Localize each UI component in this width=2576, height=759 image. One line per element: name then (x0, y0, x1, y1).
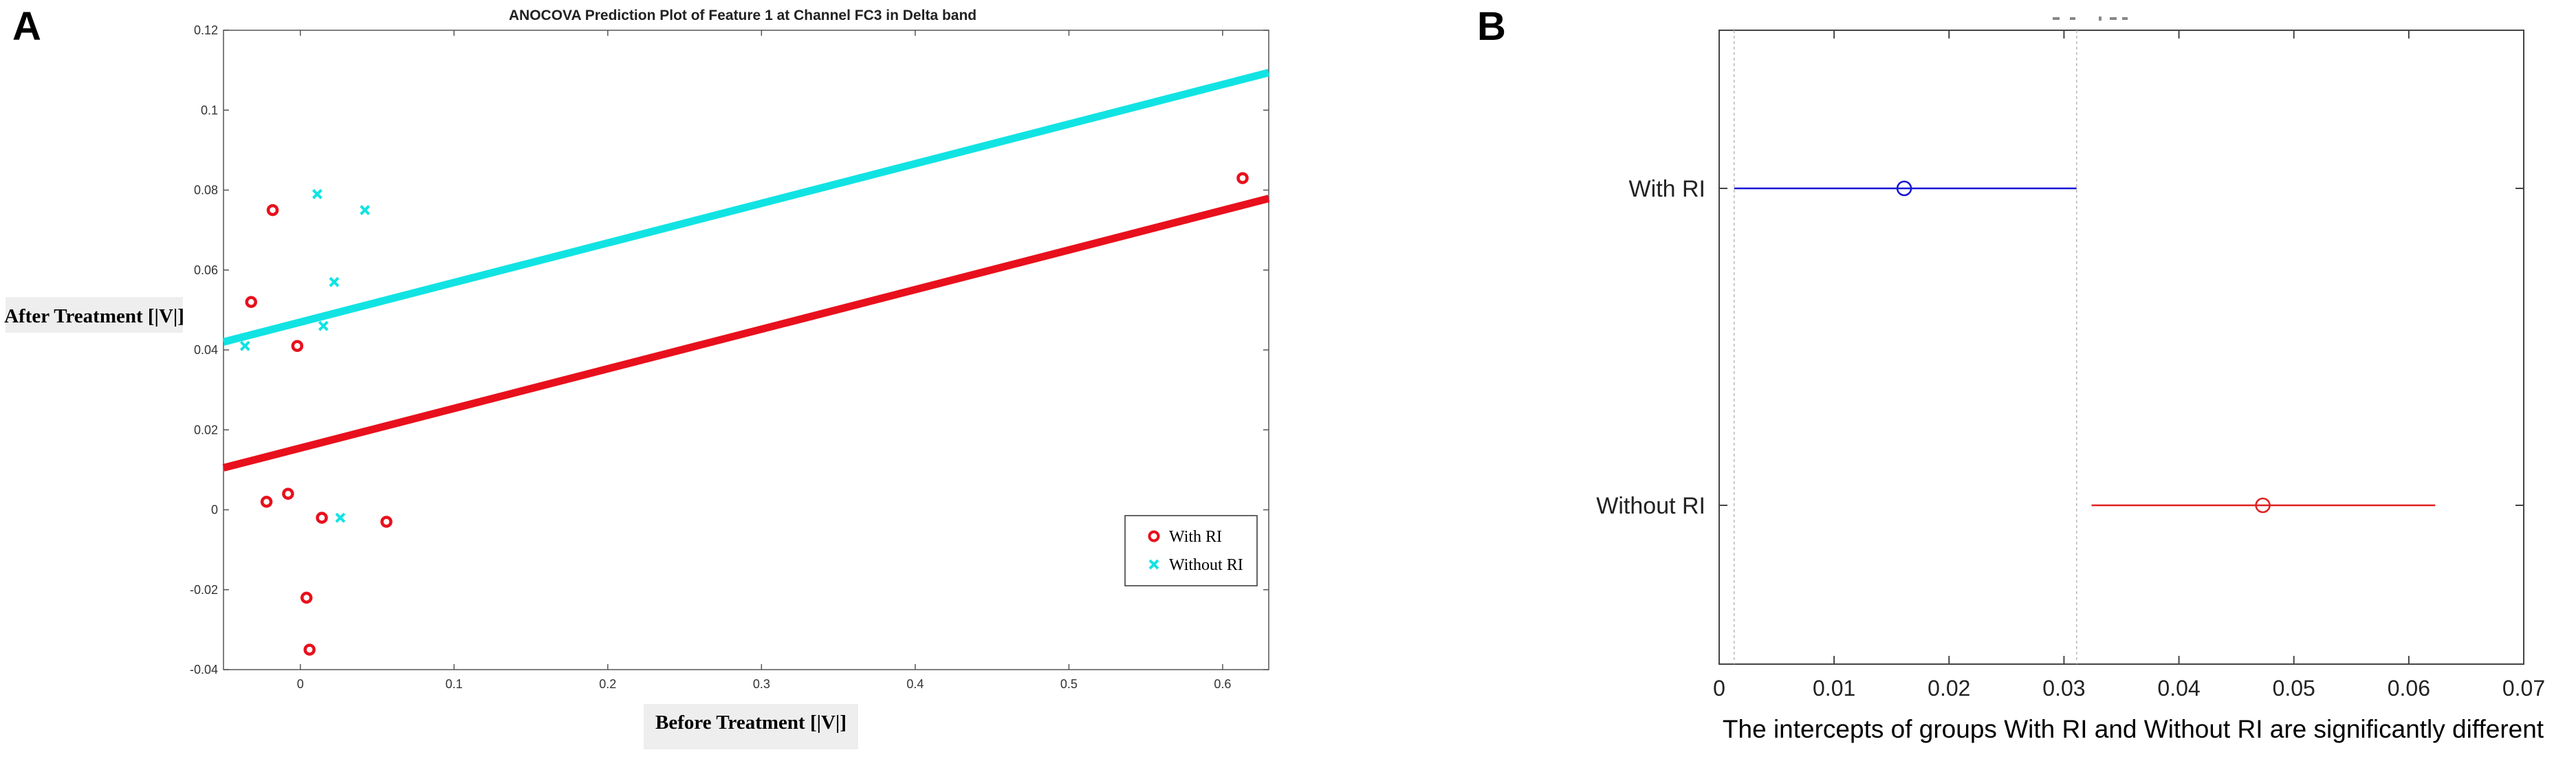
point-with-ri (380, 516, 393, 528)
legend-with-ri-marker (1148, 530, 1160, 542)
chart-b-category-label: Without RI (1596, 493, 1705, 519)
chart-a-ylabel: After Treatment [|V|] (4, 305, 184, 327)
chart-b-category-label: With RI (1629, 176, 1705, 202)
chart-a-xlabel-box (644, 704, 858, 749)
chart-a-legend: With RI Without RI (1124, 515, 1258, 586)
chart-a-xlabel: Before Treatment [|V|] (655, 712, 847, 734)
point-with-ri (266, 204, 279, 217)
estimate-without-ri (2255, 497, 2271, 514)
chart-b-ticks: 0 0.01 0.02 0.03 0.04 0.05 0.06 0.07 With RI With… (1596, 30, 2545, 701)
panel-a-label: A (12, 4, 41, 49)
chart-a-legend-box (1124, 515, 1258, 586)
chart-a-xtick-label: 0.2 (599, 677, 616, 691)
chart-a-xtick-label: 0.4 (906, 677, 924, 691)
legend-without-ri-label: Without RI (1169, 556, 1243, 574)
point-without-ri (335, 512, 346, 523)
chart-a-points (239, 172, 1249, 656)
chart-b-reference-lines (1733, 30, 2077, 664)
chart-b-intervals (1734, 180, 2436, 514)
point-with-ri (1236, 172, 1249, 184)
chart-b-xtick-label: 0 (1713, 676, 1725, 701)
point-without-ri (312, 188, 323, 199)
chart-a-title: ANOCOVA Prediction Plot of Feature 1 at … (509, 8, 976, 23)
chart-a-xtick-label: 0.6 (1214, 677, 1231, 691)
point-with-ri (282, 487, 294, 500)
chart-a-ytick-label: 0.06 (194, 263, 218, 277)
chart-a-ytick-label: 0.08 (194, 184, 218, 197)
fit-line-without-ri (222, 69, 1270, 346)
point-with-ri (300, 591, 313, 604)
panel-b-label: B (1477, 4, 1506, 49)
chart-a-xtick-label: 0.1 (446, 677, 463, 691)
point-without-ri (360, 205, 371, 215)
chart-a-fit-lines (222, 69, 1270, 472)
point-with-ri (260, 496, 273, 508)
point-with-ri (245, 296, 257, 308)
panel-b-chart: 0 0.01 0.02 0.03 0.04 0.05 0.06 0.07 With RI With… (1596, 16, 2545, 743)
chart-b-xtick-label: 0.06 (2388, 676, 2430, 701)
chart-b-xtick-label: 0.07 (2502, 676, 2545, 701)
chart-b-xlabel: The intercepts of groups With RI and Wit… (1723, 715, 2544, 743)
chart-a-ytick-label: 0.04 (194, 343, 218, 357)
chart-b-xtick-label: 0.05 (2273, 676, 2315, 701)
point-without-ri (329, 276, 340, 287)
legend-with-ri-label: With RI (1169, 528, 1222, 546)
chart-a-xtick-label: 0 (297, 677, 304, 691)
point-without-ri (239, 340, 250, 351)
chart-a-ytick-label: 0.12 (194, 23, 218, 37)
chart-a-plot-area (223, 30, 1269, 670)
chart-b-plot-area (1718, 30, 2524, 665)
chart-b-xtick-label: 0.03 (2042, 676, 2085, 701)
chart-b-xtick-label: 0.04 (2157, 676, 2200, 701)
chart-a-ytick-label: -0.04 (190, 663, 218, 676)
legend-without-ri-marker (1148, 559, 1159, 570)
chart-a-ticks: 0 0.1 0.2 0.3 0.4 0.5 0.6 -0.04 -0.02 0 0.02 0.04 0.… (190, 23, 1269, 691)
chart-a-ytick-label: -0.02 (190, 583, 218, 597)
point-with-ri (303, 644, 316, 656)
panel-a-chart: ANOCOVA Prediction Plot of Feature 1 at … (4, 8, 1270, 749)
point-without-ri (318, 320, 329, 331)
chart-b-xtick-label: 0.01 (1813, 676, 1855, 701)
fit-line-with-ri (222, 195, 1270, 472)
chart-a-ytick-label: 0.1 (201, 103, 218, 117)
point-with-ri (316, 512, 328, 524)
chart-a-ylabel-box (6, 297, 183, 333)
chart-a-xtick-label: 0.3 (753, 677, 770, 691)
estimate-with-ri (1896, 180, 1912, 197)
chart-a-ytick-label: 0 (211, 503, 218, 517)
chart-a-xtick-label: 0.5 (1060, 677, 1078, 691)
chart-b-title-remnant (2053, 16, 2128, 21)
chart-a-ytick-label: 0.02 (194, 423, 218, 437)
chart-b-xtick-label: 0.02 (1928, 676, 1970, 701)
point-with-ri (291, 340, 304, 352)
